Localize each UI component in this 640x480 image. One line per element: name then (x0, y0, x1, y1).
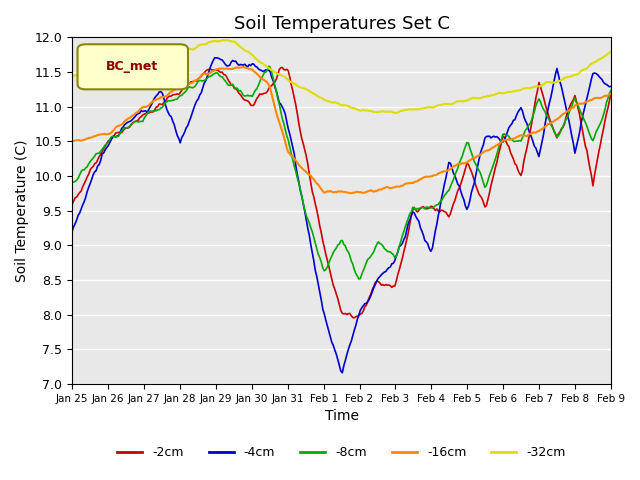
Line: -8cm: -8cm (72, 66, 611, 279)
-32cm (248, 52, 256, 58)
-4cm (68, 228, 76, 234)
-4cm (257, 68, 265, 73)
-8cm (229, 82, 237, 87)
-2cm (229, 83, 237, 88)
-8cm (607, 87, 615, 93)
FancyBboxPatch shape (77, 44, 188, 89)
-16cm (346, 191, 354, 196)
-2cm (68, 202, 76, 207)
Title: Soil Temperatures Set C: Soil Temperatures Set C (234, 15, 449, 33)
-16cm (248, 67, 256, 72)
Line: -4cm: -4cm (72, 58, 611, 373)
-32cm (257, 60, 265, 66)
-16cm (607, 91, 615, 97)
-32cm (580, 67, 588, 72)
-2cm (580, 136, 588, 142)
Line: -32cm: -32cm (72, 40, 611, 113)
-16cm (305, 172, 313, 178)
Text: BC_met: BC_met (106, 60, 159, 73)
-8cm (68, 180, 76, 185)
-4cm (211, 55, 219, 60)
-8cm (355, 276, 363, 282)
-8cm (580, 117, 588, 122)
-16cm (134, 109, 142, 115)
-16cm (68, 138, 76, 144)
-32cm (305, 88, 313, 94)
-32cm (607, 48, 615, 54)
X-axis label: Time: Time (324, 409, 358, 423)
-16cm (580, 100, 588, 106)
-4cm (339, 370, 346, 376)
-32cm (392, 110, 400, 116)
-32cm (230, 39, 238, 45)
Line: -2cm: -2cm (72, 68, 611, 318)
-8cm (256, 79, 264, 84)
-2cm (607, 91, 615, 96)
-32cm (223, 37, 230, 43)
-8cm (247, 93, 255, 98)
-2cm (247, 102, 255, 108)
-8cm (305, 220, 313, 226)
-2cm (134, 117, 142, 123)
-4cm (134, 111, 142, 117)
-32cm (134, 60, 142, 66)
-8cm (134, 119, 142, 125)
-4cm (580, 108, 588, 114)
-4cm (305, 232, 313, 238)
-2cm (256, 91, 264, 97)
-32cm (68, 72, 76, 78)
-4cm (230, 59, 238, 64)
-2cm (351, 315, 358, 321)
-16cm (229, 66, 237, 72)
-16cm (239, 64, 247, 70)
-16cm (257, 76, 265, 82)
-4cm (607, 84, 615, 89)
-2cm (278, 65, 286, 71)
-4cm (248, 61, 256, 67)
Y-axis label: Soil Temperature (C): Soil Temperature (C) (15, 139, 29, 282)
-8cm (265, 63, 273, 69)
Line: -16cm: -16cm (72, 67, 611, 193)
-2cm (305, 171, 313, 177)
Legend: -2cm, -4cm, -8cm, -16cm, -32cm: -2cm, -4cm, -8cm, -16cm, -32cm (113, 442, 571, 465)
